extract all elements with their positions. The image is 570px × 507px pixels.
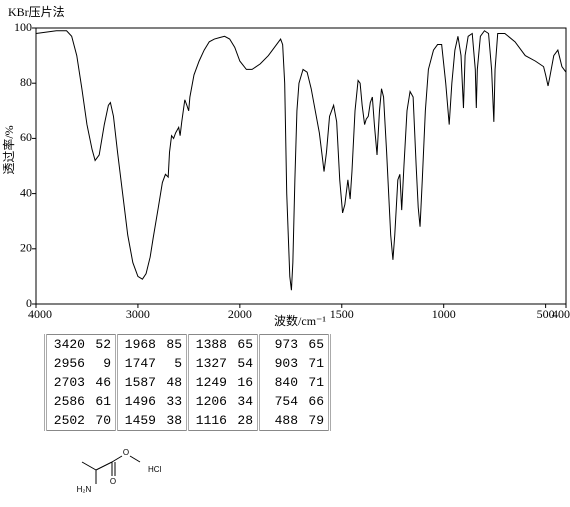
- x-tick-label: 4000: [28, 307, 52, 321]
- wavenumber: 2502: [53, 413, 85, 428]
- table-row: 3420 52 1968 85 1388 65 973 65: [44, 334, 331, 354]
- x-tick-label: 2000: [228, 307, 252, 321]
- transmittance: 66: [308, 394, 324, 409]
- y-axis-label: 透过率/%: [1, 125, 16, 174]
- table-cell: 903 71: [257, 354, 331, 373]
- wavenumber: 1587: [124, 375, 156, 390]
- wavenumber: 1496: [124, 394, 156, 409]
- plot-frame: [35, 27, 567, 305]
- transmittance: 16: [237, 375, 253, 390]
- transmittance: 33: [166, 394, 182, 409]
- transmittance: 28: [237, 413, 253, 428]
- table-cell: 840 71: [257, 373, 331, 392]
- wavenumber: 1327: [195, 356, 227, 371]
- table-cell: 1249 16: [186, 373, 260, 392]
- transmittance: 61: [95, 394, 111, 409]
- table-cell: 2703 46: [44, 373, 118, 392]
- transmittance: 71: [308, 375, 324, 390]
- table-row: 2502 70 1459 38 1116 28 488 79: [44, 411, 331, 431]
- atom-label: H₂N: [77, 485, 92, 494]
- x-tick-label: 500: [537, 307, 555, 321]
- transmittance: 65: [237, 337, 253, 352]
- salt-label: HCl: [148, 465, 162, 474]
- transmittance: 48: [166, 375, 182, 390]
- table-cell: 973 65: [257, 334, 331, 354]
- wavenumber: 488: [274, 413, 298, 428]
- transmittance: 38: [166, 413, 182, 428]
- table-row: 2956 9 1747 5 1327 54 903 71: [44, 354, 331, 373]
- transmittance: 54: [237, 356, 253, 371]
- y-tick-label: 80: [20, 75, 32, 89]
- bond: [129, 455, 141, 463]
- table-cell: 754 66: [257, 392, 331, 411]
- wavenumber: 973: [274, 337, 298, 352]
- transmittance: 79: [308, 413, 324, 428]
- table-cell: 1327 54: [186, 354, 260, 373]
- table-row: 2586 61 1496 33 1206 34 754 66: [44, 392, 331, 411]
- wavenumber: 903: [274, 356, 298, 371]
- wavenumber: 1459: [124, 413, 156, 428]
- wavenumber: 2703: [53, 375, 85, 390]
- wavenumber: 1747: [124, 356, 156, 371]
- table-cell: 2956 9: [44, 354, 118, 373]
- y-tick-label: 40: [20, 185, 32, 199]
- x-tick-label: 400: [552, 307, 570, 321]
- wavenumber: 1249: [195, 375, 227, 390]
- table-cell: 1587 48: [115, 373, 189, 392]
- wavenumber: 1968: [124, 337, 156, 352]
- table-row: 2703 46 1587 48 1249 16 840 71: [44, 373, 331, 392]
- x-tick-label: 1000: [432, 307, 456, 321]
- transmittance: 9: [103, 356, 111, 371]
- table-cell: 3420 52: [44, 334, 118, 354]
- x-tick-label: 1500: [330, 307, 354, 321]
- y-tick-label: 100: [14, 20, 32, 34]
- transmittance: 52: [95, 337, 111, 352]
- bond: [81, 461, 97, 471]
- table-cell: 1496 33: [115, 392, 189, 411]
- chart-title: KBr压片法: [8, 5, 65, 19]
- molecule: [81, 455, 141, 484]
- x-axis-label: 波数/cm⁻¹: [274, 313, 326, 328]
- transmittance: 71: [308, 356, 324, 371]
- y-tick-label: 60: [20, 130, 32, 144]
- wavenumber: 754: [274, 394, 298, 409]
- wavenumber: 1206: [195, 394, 227, 409]
- y-tick-label: 20: [20, 241, 32, 255]
- bond: [111, 455, 123, 463]
- table-cell: 1968 85: [115, 334, 189, 354]
- x-tick-label: 3000: [126, 307, 150, 321]
- wavenumber: 2956: [53, 356, 85, 371]
- table-cell: 1388 65: [186, 334, 260, 354]
- table-cell: 1747 5: [115, 354, 189, 373]
- transmittance: 46: [95, 375, 111, 390]
- spectrum-line: [35, 30, 567, 291]
- bond: [95, 461, 113, 471]
- transmittance: 65: [308, 337, 324, 352]
- peak-table: 3420 52 1968 85 1388 65 973 65 2956 9 1747 5 1327 54 9…: [44, 334, 331, 431]
- transmittance: 85: [166, 337, 182, 352]
- wavenumber: 1388: [195, 337, 227, 352]
- transmittance: 70: [95, 413, 111, 428]
- wavenumber: 1116: [195, 413, 227, 428]
- wavenumber: 840: [274, 375, 298, 390]
- wavenumber: 3420: [53, 337, 85, 352]
- transmittance: 34: [237, 394, 253, 409]
- table-cell: 2586 61: [44, 392, 118, 411]
- table-cell: 2502 70: [44, 411, 118, 431]
- transmittance: 5: [174, 356, 182, 371]
- table-cell: 488 79: [257, 411, 331, 431]
- table-cell: 1459 38: [115, 411, 189, 431]
- y-tick-label: 0: [26, 296, 32, 310]
- table-cell: 1206 34: [186, 392, 260, 411]
- table-cell: 1116 28: [186, 411, 260, 431]
- atom-label: O: [110, 477, 116, 486]
- wavenumber: 2586: [53, 394, 85, 409]
- atom-label: O: [123, 448, 129, 457]
